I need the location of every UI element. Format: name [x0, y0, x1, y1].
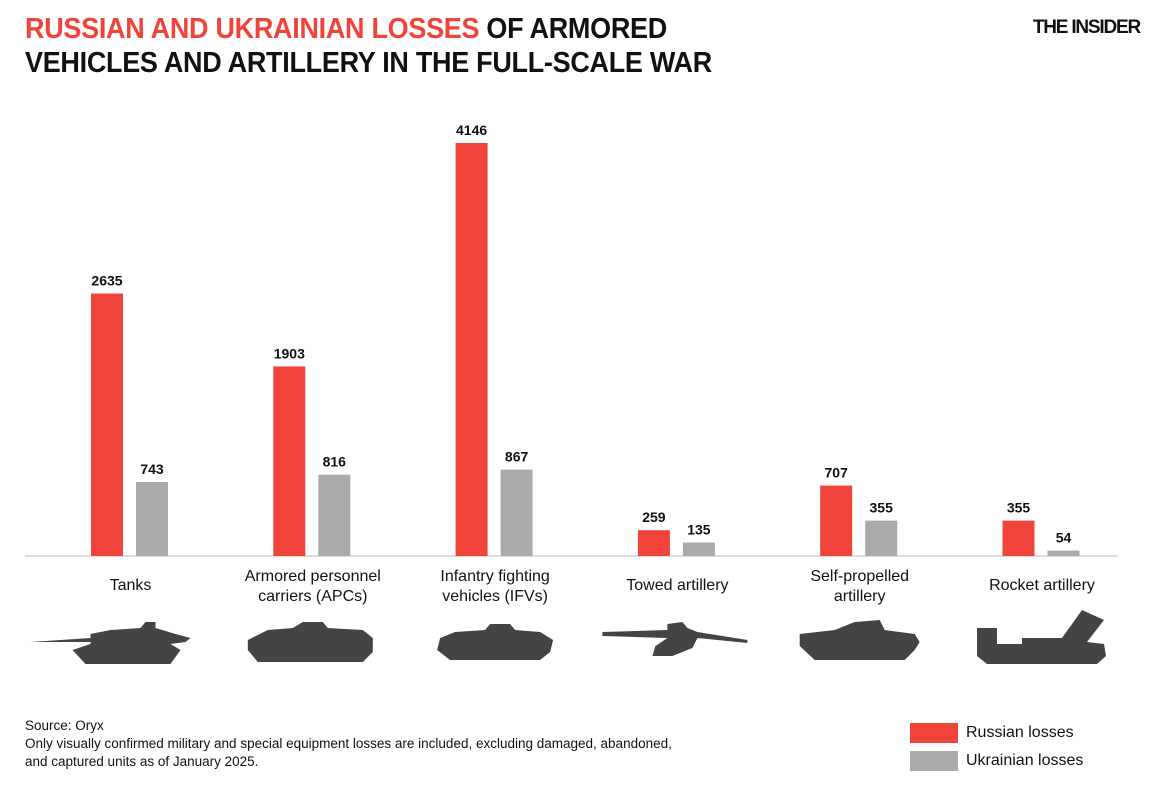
- ukrainian-bar-2: [500, 469, 533, 556]
- title-line2: VEHICLES AND ARTILLERY IN THE FULL-SCALE…: [25, 47, 712, 79]
- russian-bar-0: [91, 293, 123, 556]
- russian-value-label-1: 1903: [274, 345, 305, 361]
- apc-icon: [247, 622, 373, 662]
- russian-bar-3: [637, 530, 670, 556]
- ukrainian-bar-5: [1047, 550, 1080, 556]
- russian-value-label-2: 4146: [456, 122, 487, 138]
- chart-title: RUSSIAN AND UKRAINIAN LOSSES OF ARMORED …: [25, 12, 712, 80]
- the-insider-logo: THE INSIDER: [1032, 17, 1141, 38]
- legend-item-ukrainian: Ukrainian losses: [910, 748, 1083, 774]
- category-label-1: carriers (APCs): [258, 588, 367, 605]
- russian-bar-1: [273, 366, 306, 556]
- category-label-4: Self-propelled: [810, 568, 909, 585]
- note-line-1: Only visually confirmed military and spe…: [25, 736, 672, 751]
- title-rest: OF ARMORED: [479, 13, 667, 45]
- legend-swatch-russian: [910, 723, 958, 743]
- footer-notes: Source: Oryx Only visually confirmed mil…: [25, 717, 672, 771]
- legend-label-russian: Russian losses: [966, 724, 1074, 741]
- ukrainian-value-label-4: 355: [870, 500, 894, 516]
- ukrainian-value-label-2: 867: [505, 449, 529, 465]
- russian-bar-5: [1002, 520, 1035, 556]
- russian-value-label-0: 2635: [91, 273, 122, 289]
- ukrainian-value-label-0: 743: [140, 461, 164, 477]
- russian-value-label-4: 707: [825, 465, 849, 481]
- ukrainian-bar-3: [682, 542, 715, 556]
- ukrainian-value-label-5: 54: [1056, 530, 1072, 546]
- category-label-1: Armored personnel: [245, 568, 381, 585]
- ukrainian-bar-1: [318, 474, 351, 556]
- legend: Russian losses Ukrainian losses: [910, 720, 1083, 776]
- russian-value-label-3: 259: [642, 509, 666, 525]
- category-label-2: Infantry fighting: [440, 568, 549, 585]
- category-label-3: Towed artillery: [626, 577, 728, 594]
- source-text: Source: Oryx: [25, 718, 104, 733]
- legend-swatch-ukrainian: [910, 751, 958, 771]
- ukrainian-value-label-3: 135: [687, 522, 711, 538]
- category-label-0: Tanks: [110, 577, 152, 594]
- ifv-icon: [437, 624, 554, 660]
- russian-value-label-5: 355: [1007, 500, 1031, 516]
- ukrainian-bar-4: [865, 520, 898, 556]
- rocket-artillery-icon: [977, 610, 1106, 664]
- towed-artillery-icon: [602, 622, 748, 656]
- tank-icon: [30, 622, 191, 664]
- note-line-2: and captured units as of January 2025.: [25, 754, 259, 769]
- bar-chart: 2635 743 Tanks 1903 816 Armored personnel carr…: [25, 122, 1118, 664]
- ukrainian-bar-0: [136, 481, 168, 556]
- self-propelled-artillery-icon: [799, 620, 920, 660]
- category-label-4: artillery: [834, 588, 886, 605]
- legend-item-russian: Russian losses: [910, 720, 1083, 746]
- category-label-2: vehicles (IFVs): [442, 588, 548, 605]
- category-label-5: Rocket artillery: [989, 577, 1095, 594]
- legend-label-ukrainian: Ukrainian losses: [966, 752, 1084, 769]
- russian-bar-4: [820, 485, 853, 556]
- russian-bar-2: [455, 143, 488, 556]
- title-highlight: RUSSIAN AND UKRAINIAN LOSSES: [25, 13, 480, 45]
- ukrainian-value-label-1: 816: [323, 454, 347, 470]
